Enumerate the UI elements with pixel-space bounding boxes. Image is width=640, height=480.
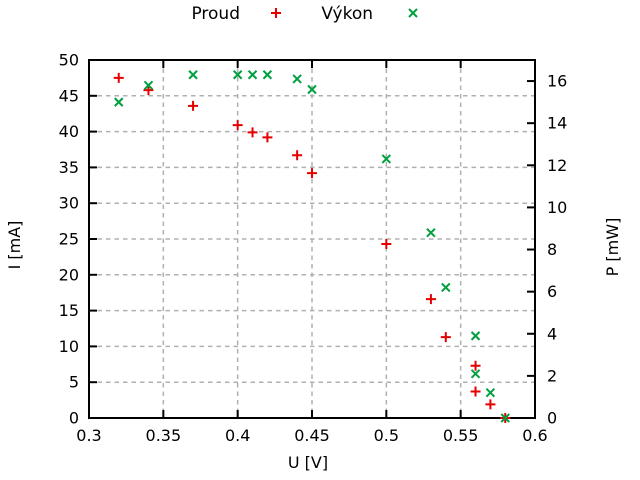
- y-left-tick-label: 50: [59, 51, 79, 70]
- data-point-proud: [262, 132, 273, 143]
- data-point-vykon: [292, 74, 302, 84]
- data-point-vykon: [188, 70, 198, 80]
- cross-marker-icon: [408, 8, 418, 18]
- y-right-tick-label: 2: [547, 366, 557, 385]
- data-point-vykon: [441, 282, 451, 293]
- y-left-tick-label: 20: [59, 265, 79, 284]
- data-point-proud: [307, 168, 317, 179]
- y-right-axis-title: P [mW]: [603, 218, 622, 277]
- data-point-vykon: [307, 84, 317, 95]
- data-point-vykon: [426, 227, 436, 238]
- data-point-proud: [247, 127, 258, 138]
- y-right-tick-label: 14: [547, 114, 567, 133]
- data-point-vykon: [485, 388, 496, 398]
- data-point-vykon: [114, 97, 124, 107]
- data-point-proud: [232, 120, 243, 131]
- data-point-vykon: [470, 331, 481, 341]
- data-point-proud: [485, 399, 496, 410]
- data-point-vykon: [500, 413, 510, 423]
- y-left-tick-label: 0: [69, 409, 79, 428]
- x-tick-label: 0.35: [146, 426, 182, 445]
- x-tick-label: 0.3: [76, 426, 101, 445]
- data-point-proud: [113, 72, 124, 83]
- data-point-proud: [440, 332, 451, 343]
- x-tick-label: 0.45: [294, 426, 330, 445]
- y-left-tick-label: 35: [59, 158, 79, 177]
- y-left-tick-label: 5: [69, 373, 79, 392]
- y-left-axis-title: I [mA]: [5, 221, 24, 270]
- data-point-proud: [188, 100, 199, 111]
- data-point-vykon: [381, 154, 392, 164]
- y-right-tick-label: 10: [547, 198, 567, 217]
- y-right-tick-label: 16: [547, 72, 567, 91]
- x-tick-label: 0.6: [522, 426, 547, 445]
- data-point-vykon: [143, 80, 154, 90]
- ticks-layer: 0.3 0.35 0.4 0.45 0.5 0.55 0.60510152025303540…: [59, 51, 568, 446]
- data-point-proud: [470, 386, 481, 397]
- data-point-proud: [470, 360, 481, 371]
- data-point-proud: [381, 239, 392, 250]
- data-point-proud: [425, 294, 436, 305]
- x-axis-title: U [V]: [288, 453, 328, 472]
- data-point-proud: [292, 150, 303, 161]
- grid-layer: [89, 60, 535, 418]
- y-left-tick-label: 45: [59, 86, 79, 105]
- data-point-vykon: [262, 70, 273, 80]
- y-right-tick-label: 4: [547, 324, 557, 343]
- legend: Proud Výkon: [191, 4, 418, 24]
- y-right-tick-label: 6: [547, 282, 557, 301]
- x-tick-label: 0.55: [443, 426, 479, 445]
- x-tick-label: 0.4: [225, 426, 250, 445]
- legend-label-vykon: Výkon: [321, 4, 373, 24]
- points-layer: [113, 70, 511, 423]
- y-left-tick-label: 40: [59, 122, 79, 141]
- y-right-tick-label: 0: [547, 409, 557, 428]
- y-left-tick-label: 10: [59, 337, 79, 356]
- x-tick-label: 0.5: [374, 426, 399, 445]
- y-right-tick-label: 12: [547, 156, 567, 175]
- y-left-tick-label: 30: [59, 194, 79, 213]
- data-point-vykon: [470, 369, 481, 379]
- data-point-vykon: [247, 70, 258, 80]
- y-left-tick-label: 15: [59, 301, 79, 320]
- y-right-tick-label: 8: [547, 240, 557, 259]
- y-left-tick-label: 25: [59, 230, 79, 249]
- data-point-proud: [143, 85, 154, 96]
- plus-marker-icon: [271, 8, 281, 18]
- legend-label-proud: Proud: [191, 4, 240, 24]
- data-point-vykon: [232, 70, 243, 80]
